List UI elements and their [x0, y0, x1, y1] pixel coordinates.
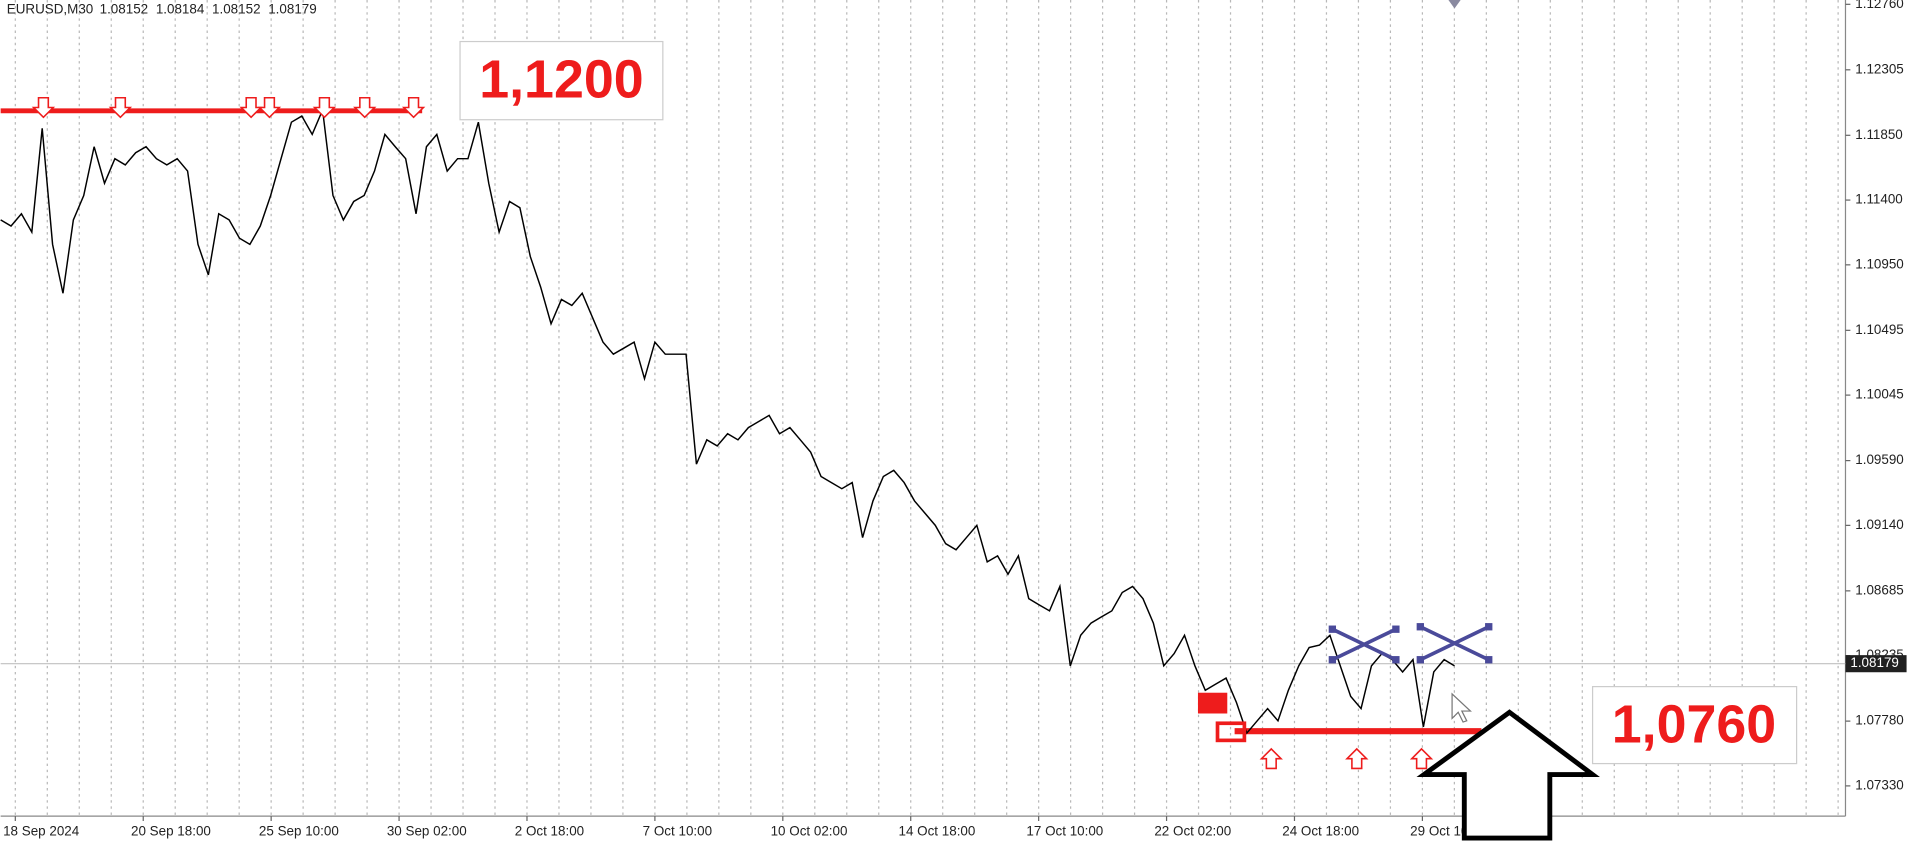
cross-handle [1392, 656, 1400, 664]
open: 1.08152 [100, 1, 149, 16]
x-tick-label: 7 Oct 10:00 [643, 824, 712, 839]
cursor [1451, 692, 1472, 723]
y-tick-label: 1.10950 [1855, 256, 1904, 271]
marker-triangle [1448, 0, 1461, 9]
annotation-box [1591, 686, 1798, 765]
up-arrow [1409, 747, 1434, 770]
cross-handle [1416, 623, 1424, 631]
down-arrow [312, 96, 337, 119]
cross-handle [1485, 656, 1493, 664]
x-tick-label: 24 Oct 18:00 [1282, 824, 1359, 839]
x-tick-label: 18 Sep 2024 [3, 824, 80, 839]
cross-handle [1392, 625, 1400, 633]
down-arrow [239, 96, 263, 119]
y-tick-label: 1.10045 [1855, 387, 1904, 402]
y-tick-label: 1.07780 [1855, 713, 1904, 728]
big-arrow [1416, 709, 1600, 841]
down-arrow [108, 96, 133, 119]
annotation-box [459, 40, 664, 121]
vertical-grid [14, 0, 1839, 817]
x-tick-label: 10 Oct 02:00 [771, 824, 848, 839]
low: 1.08152 [212, 1, 261, 16]
y-tick-label: 1.08685 [1855, 582, 1904, 597]
y-tick-label: 1.09140 [1855, 517, 1904, 532]
x-tick-label: 25 Sep 10:00 [259, 824, 339, 839]
y-tick-label: 1.09590 [1855, 452, 1904, 467]
x-tick-label: 22 Oct 02:00 [1154, 824, 1231, 839]
annotation: 1,1200 [479, 49, 643, 109]
header: EURUSD,M30 1.08152 1.08184 1.08152 1.081… [7, 1, 317, 16]
x-tick-label: 14 Oct 18:00 [899, 824, 976, 839]
current-price-box [1845, 655, 1907, 673]
x-tick-label: 30 Sep 02:00 [387, 824, 467, 839]
y-tick-label: 1.12305 [1855, 61, 1904, 76]
y-tick-label: 1.11850 [1855, 127, 1903, 142]
y-tick-label: 1.07330 [1855, 777, 1904, 792]
close: 1.08179 [268, 1, 317, 16]
high: 1.08184 [156, 1, 205, 16]
down-arrow [31, 96, 56, 119]
up-arrow [1345, 747, 1369, 770]
cross-handle [1485, 623, 1493, 631]
y-tick-label: 1.12760 [1855, 0, 1904, 11]
price-line [0, 107, 1455, 735]
y-tick-label: 1.11400 [1855, 192, 1903, 207]
cross-line [1331, 627, 1397, 662]
annotation: 1,0760 [1612, 694, 1776, 754]
down-arrow [353, 96, 377, 119]
cross-line [1419, 625, 1490, 662]
cross-handle [1328, 625, 1337, 633]
y-tick-label: 1.10495 [1855, 322, 1904, 337]
marker-square [1197, 692, 1228, 714]
down-arrow [401, 96, 426, 119]
up-arrow [1259, 747, 1283, 770]
x-tick-label: 20 Sep 18:00 [131, 824, 211, 839]
x-tick-label: 2 Oct 18:00 [515, 824, 584, 839]
down-arrow [257, 96, 282, 119]
x-tick-label: 17 Oct 10:00 [1026, 824, 1103, 839]
symbol: EURUSD,M30 [7, 1, 94, 16]
marker-square [1215, 721, 1247, 743]
current-price-label: 1.08179 [1850, 655, 1899, 670]
cross-handle [1416, 656, 1424, 664]
cross-handle [1328, 656, 1337, 664]
